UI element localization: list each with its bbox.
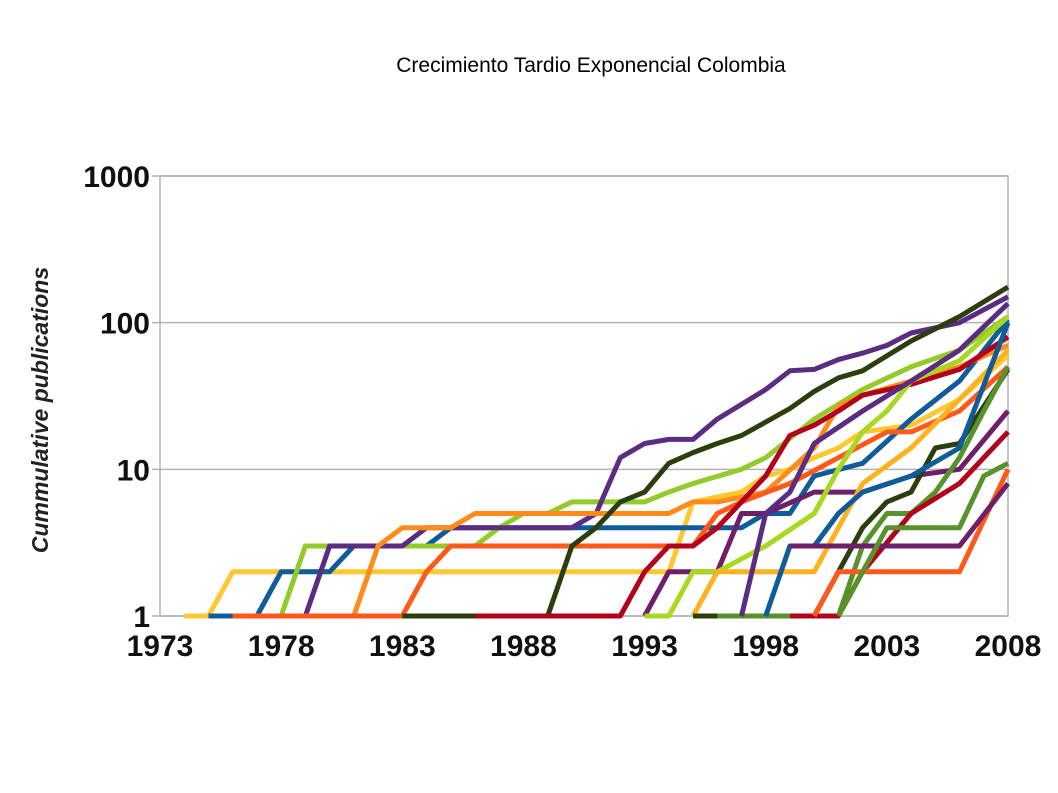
x-tick-label: 1983	[369, 630, 436, 663]
x-tick-labels: 1973 1978 1983 1988 1993 1998 2003 2008	[127, 630, 1042, 663]
series-line-8	[475, 334, 1010, 619]
x-tick-label: 1978	[248, 630, 315, 663]
series-line-19	[836, 461, 1010, 618]
x-tick-label: 1998	[732, 630, 799, 663]
y-tick-label: 10	[117, 454, 150, 487]
y-tick-label: 1000	[83, 161, 150, 194]
series-line-4	[303, 294, 1010, 617]
y-tick-label: 100	[100, 308, 150, 341]
series-line-16	[789, 430, 1010, 619]
y-tick-labels: 1 10 100 1000	[83, 161, 150, 634]
x-tick-label: 2003	[853, 630, 920, 663]
y-tick-label: 1	[133, 601, 150, 634]
x-tick-label: 1988	[490, 630, 557, 663]
x-tick-label: 1973	[127, 630, 194, 663]
y-axis-label: Cummulative publications	[27, 267, 53, 553]
series-line-18	[789, 481, 1010, 549]
series-line-14	[739, 301, 1010, 617]
chart-title: Crecimiento Tardio Exponencial Colombia	[396, 54, 786, 77]
x-tick-label: 1993	[611, 630, 678, 663]
series-group	[184, 284, 1011, 619]
x-tick-label: 2008	[975, 630, 1042, 663]
series-line-9	[642, 409, 1010, 618]
series-line-11	[690, 348, 1010, 618]
series-line-7	[402, 284, 1010, 619]
